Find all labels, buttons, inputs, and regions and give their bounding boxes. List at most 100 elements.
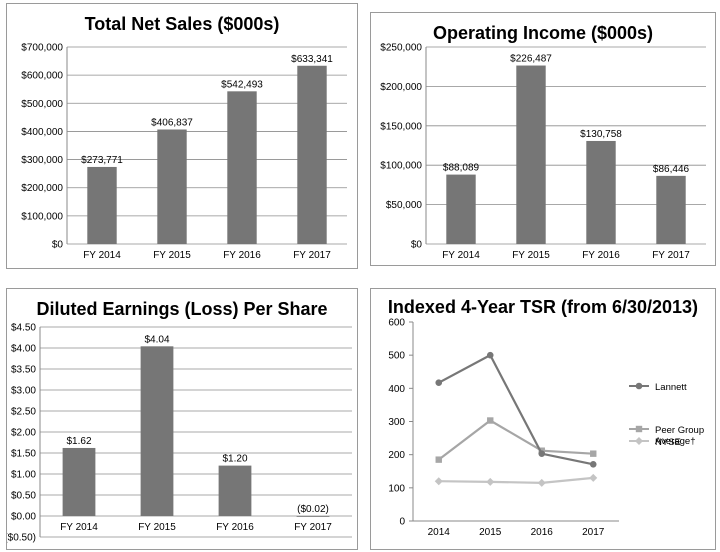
- eps-ytick-label: $3.50: [11, 365, 36, 376]
- eps-category-label: FY 2015: [138, 522, 176, 533]
- net-sales-value-label: $633,341: [291, 54, 333, 65]
- op-income-category-label: FY 2017: [652, 250, 690, 261]
- op-income-bar: [516, 65, 546, 244]
- net-sales-ytick-label: $500,000: [21, 99, 63, 110]
- tsr-point: [538, 450, 546, 457]
- net-sales-value-label: $542,493: [221, 79, 263, 90]
- op-income-category-label: FY 2014: [442, 250, 480, 261]
- tsr-ytick-label: 600: [388, 318, 405, 329]
- tsr-category-label: 2017: [582, 527, 605, 538]
- eps-bar: [218, 465, 252, 516]
- tsr-point: [486, 477, 495, 486]
- net-sales-bar: [87, 166, 117, 244]
- op-income-value-label: $88,089: [443, 163, 480, 174]
- operating-income-chart: $0 $50,000 $100,000 $150,000 $200,000 $250,00…: [370, 12, 716, 266]
- op-income-value-label: $86,446: [653, 164, 690, 175]
- net-sales-value-label: $273,771: [81, 155, 123, 166]
- eps-value-label: $1.62: [66, 436, 91, 447]
- eps-ytick-label: $0.00: [11, 512, 36, 523]
- tsr-point: [635, 382, 643, 390]
- op-income-ytick-label: $200,000: [380, 82, 422, 93]
- eps-ytick-label: $3.00: [11, 386, 36, 397]
- op-income-ytick-label: $50,000: [386, 200, 423, 211]
- total-net-sales-plot: $0 $100,000 $200,000 $300,000 $400,000 $500,0…: [21, 43, 347, 261]
- op-income-category-label: FY 2015: [512, 250, 550, 261]
- diluted-eps-title: Diluted Earnings (Loss) Per Share: [36, 299, 328, 319]
- net-sales-ytick-label: $0: [52, 240, 64, 251]
- op-income-value-label: $130,758: [580, 129, 622, 140]
- op-income-category-label: FY 2016: [582, 250, 620, 261]
- net-sales-bar: [227, 91, 257, 245]
- net-sales-ytick-label: $600,000: [21, 71, 63, 82]
- tsr-ytick-label: 100: [388, 483, 405, 494]
- eps-ytick-label: ($0.50): [7, 533, 36, 544]
- tsr-point: [635, 437, 643, 445]
- tsr-point: [537, 478, 546, 487]
- tsr-point: [434, 477, 443, 486]
- eps-category-label: FY 2016: [216, 522, 254, 533]
- op-income-ytick-label: $150,000: [380, 121, 422, 132]
- op-income-value-label: $226,487: [510, 54, 552, 65]
- op-income-ytick-label: $250,000: [380, 43, 422, 54]
- total-net-sales-title: Total Net Sales ($000s): [84, 14, 280, 34]
- tsr-ytick-label: 500: [388, 351, 405, 362]
- eps-ytick-label: $1.50: [11, 449, 36, 460]
- tsr-plot: 0 100 200 300 400 500 600 2014 2015 2016 2017 Lanne…: [388, 318, 704, 539]
- eps-category-label: FY 2017: [294, 522, 332, 533]
- tsr-legend-label: NYSE: [655, 437, 681, 448]
- op-income-bar: [656, 175, 686, 244]
- op-income-ytick-label: $100,000: [380, 161, 422, 172]
- tsr-legend-label: Lannett: [655, 382, 687, 393]
- operating-income-title: Operating Income ($000s): [432, 23, 654, 43]
- operating-income-plot: $0 $50,000 $100,000 $150,000 $200,000 $250,00…: [380, 43, 706, 261]
- eps-ytick-label: $4.00: [11, 344, 36, 355]
- tsr-title: Indexed 4-Year TSR (from 6/30/2013): [387, 297, 699, 317]
- tsr-point: [590, 450, 597, 457]
- tsr-series-line: [438, 476, 594, 484]
- tsr-ytick-label: 0: [399, 517, 405, 528]
- eps-value-label: $4.04: [144, 334, 169, 345]
- tsr-point: [487, 417, 494, 424]
- eps-bar: [140, 346, 174, 516]
- tsr-ytick-label: 200: [388, 450, 405, 461]
- eps-ytick-label: $4.50: [11, 323, 36, 334]
- tsr-ytick-label: 300: [388, 417, 405, 428]
- eps-ytick-label: $0.50: [11, 491, 36, 502]
- tsr-point: [589, 473, 598, 482]
- diluted-eps-plot: ($0.50) $0.00 $0.50 $1.00 $1.50 $2.00 $2.50 $3.…: [7, 323, 352, 544]
- tsr-series-line: [438, 419, 594, 461]
- eps-category-label: FY 2014: [60, 522, 98, 533]
- net-sales-category-label: FY 2017: [293, 250, 331, 261]
- net-sales-ytick-label: $400,000: [21, 127, 63, 138]
- op-income-bar: [586, 140, 616, 244]
- tsr-chart: 0 100 200 300 400 500 600 2014 2015 2016 2017 Lanne…: [370, 288, 716, 550]
- tsr-category-label: 2014: [428, 527, 451, 538]
- tsr-point: [435, 456, 442, 463]
- eps-ytick-label: $2.00: [11, 428, 36, 439]
- eps-bar: [62, 447, 96, 516]
- eps-value-label: ($0.02): [297, 504, 329, 515]
- tsr-ytick-label: 400: [388, 384, 405, 395]
- net-sales-category-label: FY 2016: [223, 250, 261, 261]
- eps-ytick-label: $1.00: [11, 470, 36, 481]
- eps-ytick-label: $2.50: [11, 407, 36, 418]
- op-income-bar: [446, 174, 476, 244]
- tsr-category-label: 2015: [479, 527, 502, 538]
- op-income-ytick-label: $0: [411, 240, 423, 251]
- net-sales-category-label: FY 2014: [83, 250, 121, 261]
- tsr-point: [435, 379, 443, 386]
- eps-value-label: $1.20: [222, 454, 247, 465]
- tsr-category-label: 2016: [531, 527, 554, 538]
- tsr-series-line: [438, 353, 594, 466]
- eps-bar: [296, 516, 330, 517]
- net-sales-category-label: FY 2015: [153, 250, 191, 261]
- net-sales-bar: [157, 129, 187, 244]
- diluted-eps-chart: ($0.50) $0.00 $0.50 $1.00 $1.50 $2.00 $2.50 $3.…: [6, 288, 358, 550]
- net-sales-ytick-label: $200,000: [21, 183, 63, 194]
- net-sales-bar: [297, 65, 327, 244]
- net-sales-value-label: $406,837: [151, 118, 193, 129]
- tsr-point: [589, 460, 597, 468]
- tsr-point: [635, 425, 643, 433]
- net-sales-ytick-label: $300,000: [21, 155, 63, 166]
- net-sales-ytick-label: $100,000: [21, 211, 63, 222]
